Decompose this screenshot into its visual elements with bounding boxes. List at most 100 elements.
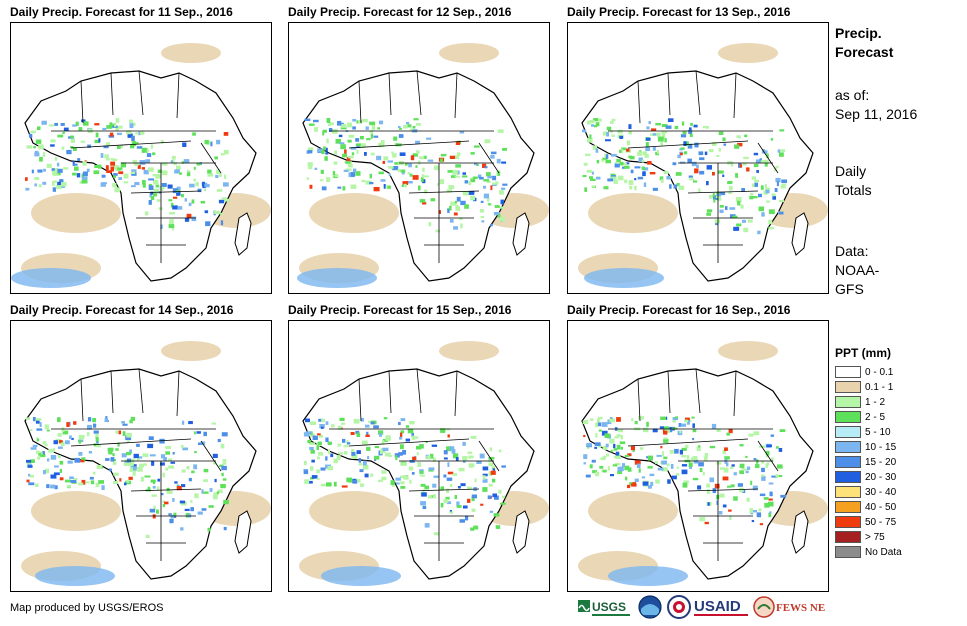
precip-cell xyxy=(210,141,213,147)
precip-cell xyxy=(69,476,74,480)
forecast-panel-6: Daily Precip. Forecast for 16 Sep., 2016 xyxy=(567,302,829,592)
legend-swatch xyxy=(835,531,861,543)
precip-cell xyxy=(499,502,506,505)
precip-cell xyxy=(645,147,651,151)
precip-cell xyxy=(147,443,154,449)
precip-cell xyxy=(35,419,40,424)
precip-cell xyxy=(634,460,641,465)
precip-cell xyxy=(307,150,313,154)
precip-cell xyxy=(340,144,346,150)
precip-cell xyxy=(105,165,109,171)
precip-cell xyxy=(417,462,422,467)
precip-cell xyxy=(153,505,156,510)
country-border xyxy=(637,378,641,422)
precip-cell xyxy=(157,478,161,482)
precip-cell xyxy=(117,442,120,447)
precip-cell xyxy=(722,174,725,177)
precip-cell xyxy=(325,421,329,425)
precip-cell xyxy=(745,455,748,458)
precip-cell xyxy=(365,424,370,428)
precip-cell xyxy=(312,435,318,440)
precip-cell xyxy=(350,146,357,150)
precip-cell xyxy=(488,457,495,460)
precip-cell xyxy=(379,433,382,437)
precip-cell xyxy=(497,171,501,176)
precip-cell xyxy=(328,449,330,455)
precip-cell xyxy=(72,172,77,176)
legend-item: 20 - 30 xyxy=(835,471,955,486)
precip-cell xyxy=(374,455,380,460)
precip-cell xyxy=(60,182,67,187)
madagascar-outline xyxy=(234,510,252,554)
precip-cell xyxy=(395,477,401,481)
precip-cell xyxy=(433,494,436,499)
precip-cell xyxy=(470,435,477,439)
precip-cell xyxy=(502,147,508,151)
precip-cell xyxy=(54,122,58,126)
precip-cell xyxy=(610,120,614,124)
precip-cell xyxy=(704,151,708,156)
precip-cell xyxy=(308,123,315,126)
precip-cell xyxy=(63,127,69,131)
precip-cell xyxy=(93,423,97,428)
country-border xyxy=(138,70,144,116)
precip-cell xyxy=(151,460,155,466)
precip-cell xyxy=(46,163,52,168)
precip-cell xyxy=(650,133,654,136)
precip-cell xyxy=(416,452,419,456)
precip-cell xyxy=(661,178,664,183)
legend-item: 30 - 40 xyxy=(835,486,955,501)
precip-cell xyxy=(70,135,75,138)
precip-cell xyxy=(614,436,619,439)
precip-cell xyxy=(455,155,460,160)
dry-area xyxy=(718,43,778,63)
precip-cell xyxy=(330,453,334,458)
panel-title: Daily Precip. Forecast for 11 Sep., 2016 xyxy=(10,5,233,19)
precip-cell xyxy=(611,118,616,122)
precip-cell xyxy=(360,417,364,422)
precip-cell xyxy=(470,195,475,201)
country-border xyxy=(408,190,480,194)
precip-cell xyxy=(194,451,197,454)
precip-cell xyxy=(207,169,212,174)
precip-cell xyxy=(661,133,666,139)
precip-cell xyxy=(45,468,49,474)
precip-cell xyxy=(48,449,54,453)
precip-cell xyxy=(775,177,781,183)
precip-cell xyxy=(497,214,501,218)
precip-cell xyxy=(149,454,156,457)
precip-cell xyxy=(328,122,334,125)
precip-cell xyxy=(139,456,143,459)
legend-swatch xyxy=(835,456,861,468)
precip-cell xyxy=(43,168,46,172)
precip-cell xyxy=(412,456,417,460)
precip-cell xyxy=(739,470,744,474)
precip-cell xyxy=(36,428,43,431)
precip-cell xyxy=(378,171,384,175)
precip-cell xyxy=(223,526,227,531)
precip-cell xyxy=(656,150,659,154)
precip-cell xyxy=(165,467,169,471)
precip-cell xyxy=(78,482,84,486)
precip-cell xyxy=(422,505,427,510)
precip-cell xyxy=(305,431,312,435)
country-border xyxy=(200,440,222,472)
precip-cell xyxy=(148,436,154,440)
precip-cell xyxy=(409,479,412,484)
precip-cell xyxy=(488,457,492,463)
precip-cell xyxy=(768,482,774,485)
precip-cell xyxy=(447,462,450,467)
precip-cell xyxy=(320,426,324,429)
precip-cell xyxy=(631,418,634,422)
precip-cell xyxy=(327,466,333,471)
precip-cell xyxy=(110,161,115,166)
precip-cell xyxy=(624,465,630,471)
precip-cell xyxy=(38,452,42,456)
precip-cell xyxy=(693,459,699,464)
precip-cell xyxy=(619,441,626,445)
legend-label: 1 - 2 xyxy=(865,397,886,408)
precip-cell xyxy=(31,169,34,174)
precip-cell xyxy=(397,169,401,172)
precip-cell xyxy=(352,479,358,483)
precip-cell xyxy=(47,458,50,462)
